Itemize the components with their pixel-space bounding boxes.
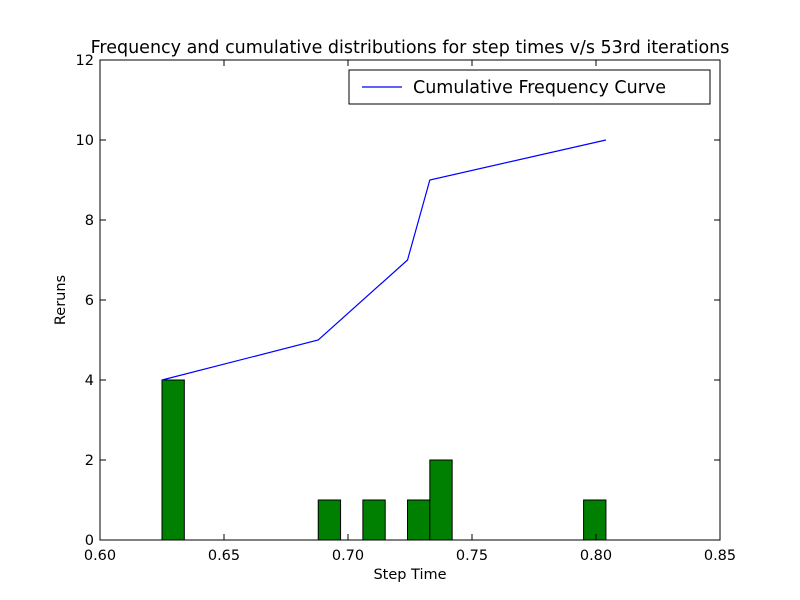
y-tick-label: 2 — [85, 453, 94, 469]
legend: Cumulative Frequency Curve — [348, 69, 711, 105]
y-tick-label: 0 — [85, 533, 94, 549]
histogram-bar — [362, 499, 386, 541]
y-axis-label: Reruns — [53, 275, 69, 325]
legend-box — [348, 69, 711, 105]
x-tick-label: 0.65 — [208, 548, 240, 564]
plot-frame — [99, 59, 721, 541]
x-tick-label: 0.80 — [580, 548, 612, 564]
histogram-bar — [583, 499, 607, 541]
x-tick-label: 0.70 — [332, 548, 364, 564]
y-axis: 0 2 4 6 8 10 12 — [76, 53, 720, 549]
histogram-bar — [161, 379, 185, 541]
x-tick-label: 0.75 — [456, 548, 488, 564]
y-tick-label: 4 — [85, 373, 94, 389]
y-tick-label: 12 — [76, 53, 94, 69]
x-axis: 0.60 0.65 0.70 0.75 0.80 0.85 — [84, 60, 736, 564]
plot-area — [161, 139, 607, 541]
x-tick-label: 0.60 — [84, 548, 116, 564]
y-tick-label: 6 — [85, 293, 94, 309]
legend-label: Cumulative Frequency Curve — [413, 78, 666, 98]
x-axis-label: Step Time — [373, 567, 446, 583]
histogram-bar — [317, 499, 342, 541]
y-tick-label: 8 — [85, 213, 94, 229]
histogram-bar — [429, 459, 453, 541]
cumulative-frequency-line — [161, 139, 607, 381]
histogram-bar — [407, 499, 431, 541]
chart-title: Frequency and cumulative distributions f… — [91, 38, 730, 58]
x-tick-label: 0.85 — [704, 548, 736, 564]
y-tick-label: 10 — [76, 133, 94, 149]
